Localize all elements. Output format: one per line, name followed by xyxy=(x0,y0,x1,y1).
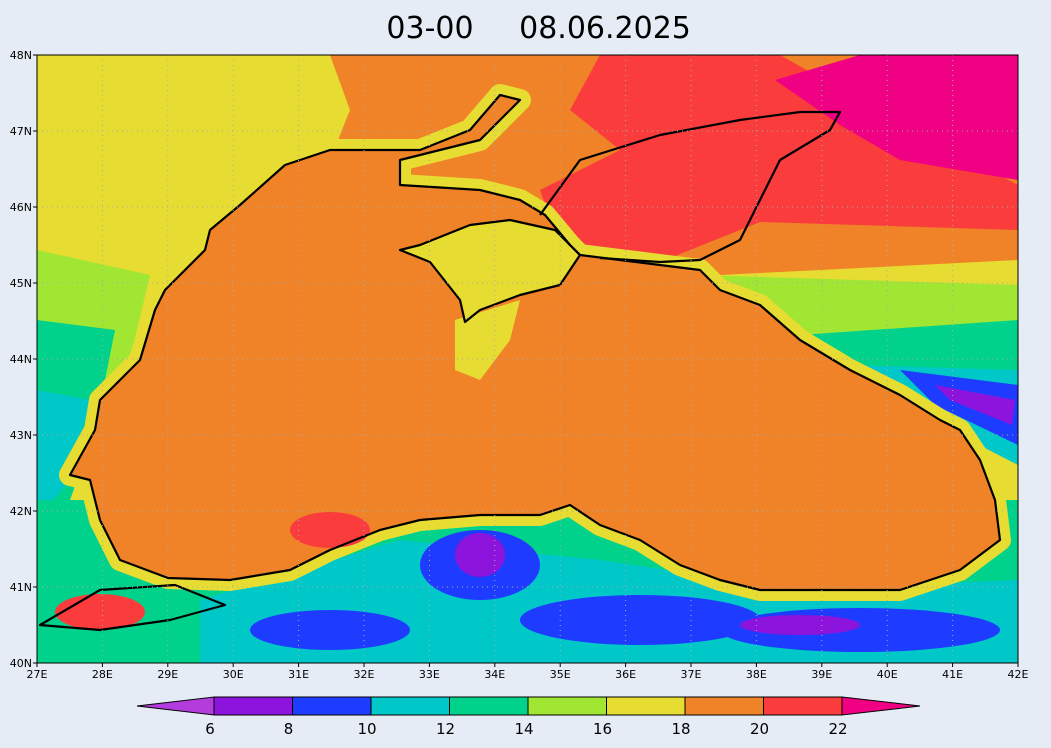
lon-label: 28E xyxy=(92,668,113,681)
colorbar-label: 10 xyxy=(357,720,376,738)
lon-label: 27E xyxy=(27,668,48,681)
colorbar-segment xyxy=(684,696,764,716)
colorbar-segment xyxy=(449,696,529,716)
field-blue-patch xyxy=(250,610,410,650)
lat-label: 45N xyxy=(10,277,32,290)
crimea-field xyxy=(400,220,580,322)
lat-label: 42N xyxy=(10,505,32,518)
lat-label: 44N xyxy=(10,353,32,366)
lon-label: 39E xyxy=(811,668,832,681)
colorbar-label: 12 xyxy=(436,720,455,738)
lon-label: 30E xyxy=(223,668,244,681)
colorbar-arrow xyxy=(841,696,921,716)
lon-label: 29E xyxy=(157,668,178,681)
black-sea-coast xyxy=(68,93,1002,592)
colorbar-segment xyxy=(370,696,450,716)
colorbar-label: 6 xyxy=(205,720,215,738)
lon-label: 40E xyxy=(877,668,898,681)
plot-frame xyxy=(36,54,1019,664)
field-blue-patch xyxy=(520,595,760,645)
colorbar-segment xyxy=(763,696,843,716)
lon-label: 42E xyxy=(1008,668,1029,681)
lat-label: 46N xyxy=(10,201,32,214)
colorbar-label: 18 xyxy=(671,720,690,738)
field-purple-patch xyxy=(455,533,505,577)
sea-field xyxy=(70,95,1000,590)
lat-label: 47N xyxy=(10,125,32,138)
field-magenta xyxy=(775,55,1018,180)
lon-label: 37E xyxy=(681,668,702,681)
lat-label: 48N xyxy=(10,49,32,62)
field-blue-east xyxy=(900,370,1018,445)
lon-label: 36E xyxy=(615,668,636,681)
colorbar-label: 20 xyxy=(750,720,769,738)
title-date: 08.06.2025 xyxy=(519,11,691,46)
colorbar-label: 14 xyxy=(514,720,533,738)
colorbar-segment xyxy=(606,696,686,716)
colorbar-segment xyxy=(292,696,372,716)
colorbar-label: 22 xyxy=(828,720,847,738)
colorbar-segment xyxy=(213,696,293,716)
azov-coast xyxy=(539,110,842,264)
title-time: 03-00 xyxy=(386,11,473,46)
marmara-coast xyxy=(38,583,227,632)
field-purple-patch xyxy=(740,615,860,635)
lon-label: 33E xyxy=(419,668,440,681)
field-purple-east xyxy=(935,385,1015,425)
colorbar: 6 8 10 12 14 16 18 20 22 xyxy=(136,696,921,738)
coastline xyxy=(38,93,1002,632)
colorbar-segment xyxy=(527,696,607,716)
lon-label: 32E xyxy=(354,668,375,681)
field-yellow-tongue xyxy=(455,300,520,380)
lon-label: 31E xyxy=(288,668,309,681)
lat-label: 40N xyxy=(10,657,32,670)
field-cyan-west xyxy=(37,390,90,520)
lon-label: 34E xyxy=(484,668,505,681)
lon-label: 38E xyxy=(746,668,767,681)
crimea-coast xyxy=(398,218,582,324)
grid: 40N 41N 42N 43N 44N 45N 46N 47N 48N 27E 28E 29E 30E 3… xyxy=(10,49,1029,681)
field-red xyxy=(540,55,1018,262)
colorbar-label: 16 xyxy=(593,720,612,738)
lon-label: 41E xyxy=(942,668,963,681)
lat-label: 41N xyxy=(10,581,32,594)
field-red-patch xyxy=(290,512,370,548)
lon-label: 35E xyxy=(550,668,571,681)
colorbar-label: 8 xyxy=(284,720,294,738)
lat-label: 43N xyxy=(10,429,32,442)
